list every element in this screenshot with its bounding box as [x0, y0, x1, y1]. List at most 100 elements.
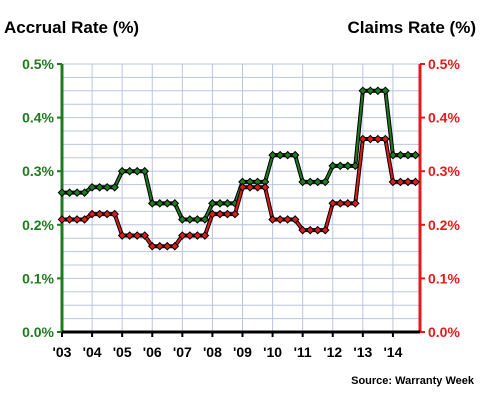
- data-point: [275, 215, 285, 224]
- x-tick-label: '14: [383, 344, 402, 360]
- data-point: [290, 150, 300, 160]
- data-point: [298, 177, 307, 187]
- data-point: [381, 86, 390, 96]
- data-point: [343, 161, 353, 171]
- left-tick-label: 0.1%: [22, 270, 54, 286]
- x-tick-label: '12: [323, 344, 342, 360]
- left-tick-label: 0.5%: [22, 56, 54, 72]
- right-tick-label: 0.3%: [428, 163, 460, 179]
- x-tick-label: '09: [233, 344, 252, 360]
- data-point: [178, 231, 187, 240]
- data-point: [170, 199, 180, 208]
- data-point: [366, 86, 375, 96]
- source-note: Source: Warranty Week: [351, 375, 475, 387]
- data-point: [411, 177, 420, 187]
- data-point: [373, 86, 383, 96]
- data-point: [335, 199, 345, 208]
- data-point: [320, 177, 330, 187]
- data-point: [193, 231, 202, 240]
- data-point: [72, 215, 82, 224]
- x-tick-label: '08: [203, 344, 222, 360]
- data-point: [305, 225, 315, 235]
- data-point: [65, 215, 74, 224]
- data-point: [57, 188, 67, 197]
- series-line: [62, 138, 416, 248]
- left-axis-title: Accrual Rate (%): [4, 18, 139, 37]
- data-point: [388, 150, 398, 160]
- left-tick-label: 0.0%: [22, 324, 54, 340]
- data-point: [80, 188, 89, 197]
- right-tick-labels: 0.0% 0.1% 0.2% 0.3% 0.4% 0.5%: [420, 56, 460, 340]
- data-point: [238, 182, 247, 192]
- data-point: [290, 215, 300, 224]
- data-point: [366, 134, 375, 144]
- data-point: [313, 177, 323, 187]
- data-point: [162, 241, 172, 251]
- left-tick-label: 0.4%: [22, 110, 54, 126]
- x-tick-labels: '03 '04 '05 '06 '07 '08 '09 '10 '11 '12 '13 '14: [53, 332, 403, 360]
- data-point: [215, 199, 225, 208]
- data-point: [170, 241, 180, 251]
- data-point: [268, 150, 277, 160]
- data-point: [396, 177, 405, 187]
- data-point: [72, 188, 82, 197]
- right-axis-title: Claims Rate (%): [348, 18, 476, 37]
- right-tick-label: 0.4%: [428, 110, 460, 126]
- data-point: [275, 150, 285, 160]
- data-point: [155, 241, 165, 251]
- data-point: [268, 215, 277, 224]
- right-tick-label: 0.5%: [428, 56, 460, 72]
- data-point: [351, 199, 360, 208]
- x-tick-label: '04: [83, 344, 102, 360]
- data-point: [155, 199, 165, 208]
- left-tick-label: 0.2%: [22, 217, 54, 233]
- data-point: [178, 215, 187, 224]
- data-series: [57, 86, 420, 251]
- data-point: [193, 215, 202, 224]
- data-point: [358, 134, 368, 144]
- data-point: [283, 150, 292, 160]
- data-point: [132, 231, 142, 240]
- x-tick-label: '05: [113, 344, 132, 360]
- right-tick-label: 0.2%: [428, 217, 460, 233]
- data-point: [140, 166, 150, 176]
- data-point: [125, 231, 134, 240]
- data-point: [110, 209, 119, 219]
- data-point: [343, 199, 353, 208]
- data-point: [396, 150, 405, 160]
- data-point: [230, 209, 240, 219]
- data-point: [147, 241, 157, 251]
- data-point: [117, 166, 127, 176]
- data-point: [80, 215, 89, 224]
- x-tick-label: '11: [294, 344, 312, 360]
- data-point: [223, 199, 232, 208]
- data-point: [95, 182, 104, 192]
- data-point: [132, 166, 142, 176]
- right-tick-label: 0.0%: [428, 324, 460, 340]
- data-point: [102, 209, 112, 219]
- data-point: [358, 86, 368, 96]
- data-point: [200, 231, 210, 240]
- data-point: [351, 161, 360, 171]
- data-point: [185, 215, 195, 224]
- data-point: [305, 177, 315, 187]
- data-point: [403, 150, 413, 160]
- data-point: [208, 209, 217, 219]
- data-point: [381, 134, 390, 144]
- data-point: [411, 150, 420, 160]
- data-point: [320, 225, 330, 235]
- data-point: [313, 225, 323, 235]
- left-tick-label: 0.3%: [22, 163, 54, 179]
- data-point: [208, 199, 217, 208]
- data-point: [328, 199, 338, 208]
- data-point: [328, 161, 338, 171]
- data-point: [140, 231, 150, 240]
- data-point: [65, 188, 74, 197]
- data-point: [87, 182, 97, 192]
- data-point: [373, 134, 383, 144]
- data-point: [388, 177, 398, 187]
- x-tick-label: '03: [53, 344, 72, 360]
- x-tick-label: '10: [263, 344, 282, 360]
- data-point: [162, 199, 172, 208]
